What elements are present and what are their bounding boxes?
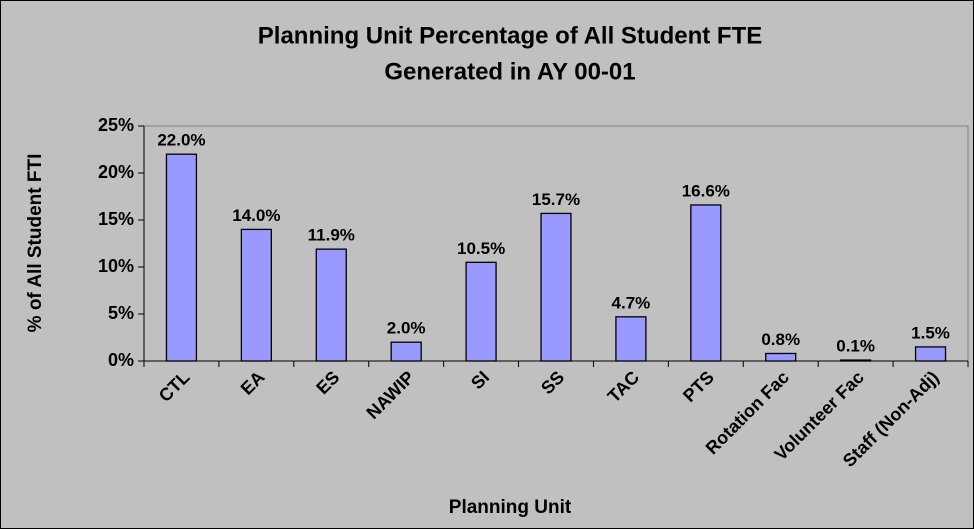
data-label: 2.0% [387,319,426,338]
y-tick-label: 20% [98,162,134,182]
data-label: 15.7% [532,190,580,209]
bar [615,316,647,362]
y-axis-title: % of All Student FTI [25,154,46,333]
bar [315,248,347,362]
y-tick-label: 15% [98,209,134,229]
bar [240,228,272,362]
bar [540,212,572,362]
bar [914,346,947,362]
chart-title: Generated in AY 00-01 [384,58,635,85]
data-label: 1.5% [911,323,950,342]
data-label: 14.0% [232,206,280,225]
bar [765,352,797,362]
bar [465,261,497,362]
x-axis-title: Planning Unit [449,497,572,518]
data-label: 4.7% [612,293,651,312]
y-tick-label: 10% [98,256,134,276]
data-label: 22.0% [157,131,205,150]
y-tick-label: 5% [108,303,134,323]
data-label: 16.6% [682,181,730,200]
chart-title: Planning Unit Percentage of All Student … [258,22,762,49]
data-label: 11.9% [308,226,355,245]
y-tick-label: 25% [98,115,134,135]
bar [390,341,422,362]
y-tick-label: 0% [108,350,134,370]
data-label: 0.8% [761,330,800,349]
bar [165,153,198,362]
bar [690,204,722,362]
data-label: 10.5% [457,239,505,258]
data-label: 0.1% [836,337,875,356]
